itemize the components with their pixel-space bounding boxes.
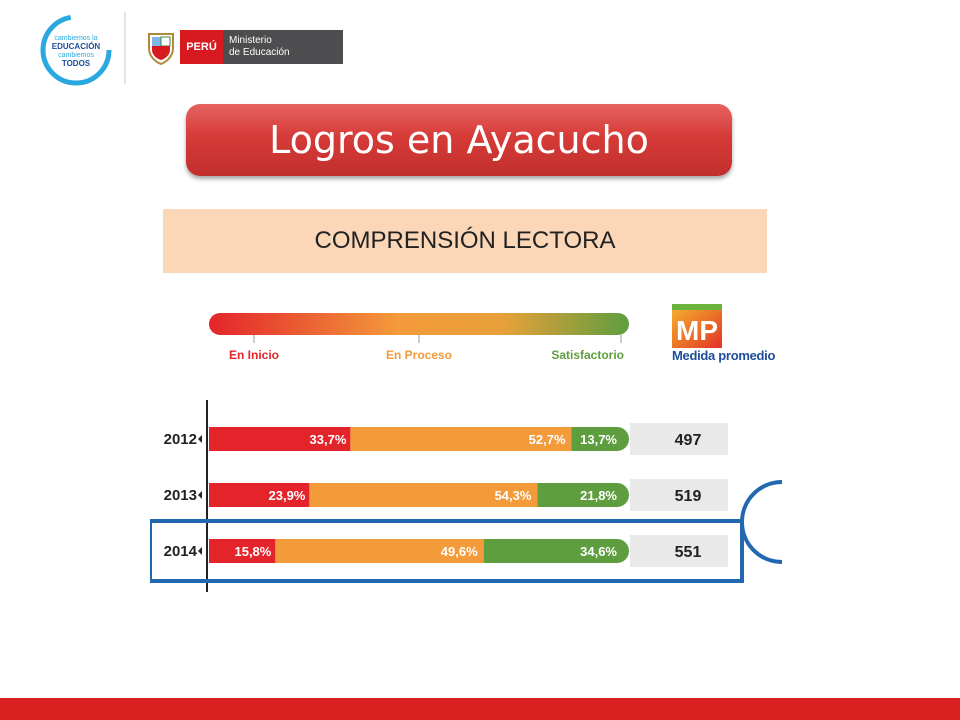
bar-value-label: 52,7% [529, 432, 566, 447]
decorative-arc [740, 480, 783, 564]
section-subtitle: COMPRENSIÓN LECTORA [163, 209, 767, 273]
scale-label: En Proceso [386, 348, 452, 362]
mp-value-box [630, 423, 728, 455]
category-label: 2014 [164, 543, 198, 560]
peru-label: PERÚ [180, 30, 223, 64]
category-label: 2013 [164, 487, 197, 504]
ministry-line1: Ministerio [229, 35, 272, 46]
category-pointer [198, 435, 202, 443]
coat-of-arms-icon [148, 33, 174, 66]
scale-gradient-bar [209, 313, 629, 335]
mp-value-label: 497 [675, 432, 702, 449]
bar-value-label: 23,9% [269, 488, 306, 503]
bar-value-label: 34,6% [580, 544, 617, 559]
category-label: 2012 [164, 431, 197, 448]
bar-segment [275, 539, 484, 563]
bar-value-label: 49,6% [441, 544, 478, 559]
category-pointer [198, 491, 202, 499]
bar-segment [571, 427, 629, 451]
mp-logo-text: MP [676, 315, 718, 346]
bar-segment [209, 539, 276, 563]
campaign-logo-line1: cambiemos la [54, 35, 97, 42]
highlight-box [150, 519, 744, 583]
mp-caption: Medida promedio [672, 348, 776, 363]
logo-divider [124, 12, 126, 84]
bar-value-label: 54,3% [495, 488, 532, 503]
mp-value-label: 551 [675, 544, 702, 561]
mp-logo: MP [672, 304, 722, 348]
campaign-logo-line3: cambiemos [58, 52, 94, 59]
campaign-logo-line4: TODOS [62, 59, 91, 68]
page-title: Logros en Ayacucho [186, 104, 732, 176]
bar-value-label: 21,8% [580, 488, 617, 503]
ministry-label: Ministerio de Educación [223, 30, 343, 64]
scale-label: Satisfactorio [551, 348, 624, 362]
mp-value-box [630, 535, 728, 567]
scale-label: En Inicio [229, 348, 279, 362]
campaign-logo: cambiemos la EDUCACIÓN cambiemos TODOS [40, 14, 112, 86]
bar-value-label: 15,8% [234, 544, 271, 559]
achievement-chart: En Inicio En Proceso Satisfactorio 2012 33,… [150, 313, 783, 592]
mp-value-label: 519 [675, 488, 702, 505]
bar-segment [209, 427, 351, 451]
bar-segment [209, 483, 310, 507]
bar-segment [537, 483, 629, 507]
category-pointer [198, 547, 202, 555]
ministry-line2: de Educación [229, 47, 290, 58]
bar-segment [483, 539, 629, 563]
bar-value-label: 33,7% [310, 432, 347, 447]
bar-segment [350, 427, 572, 451]
bar-value-label: 13,7% [580, 432, 617, 447]
campaign-logo-line2: EDUCACIÓN [52, 42, 101, 51]
footer-bar [0, 698, 960, 720]
bar-segment [309, 483, 538, 507]
mp-value-box [630, 479, 728, 511]
